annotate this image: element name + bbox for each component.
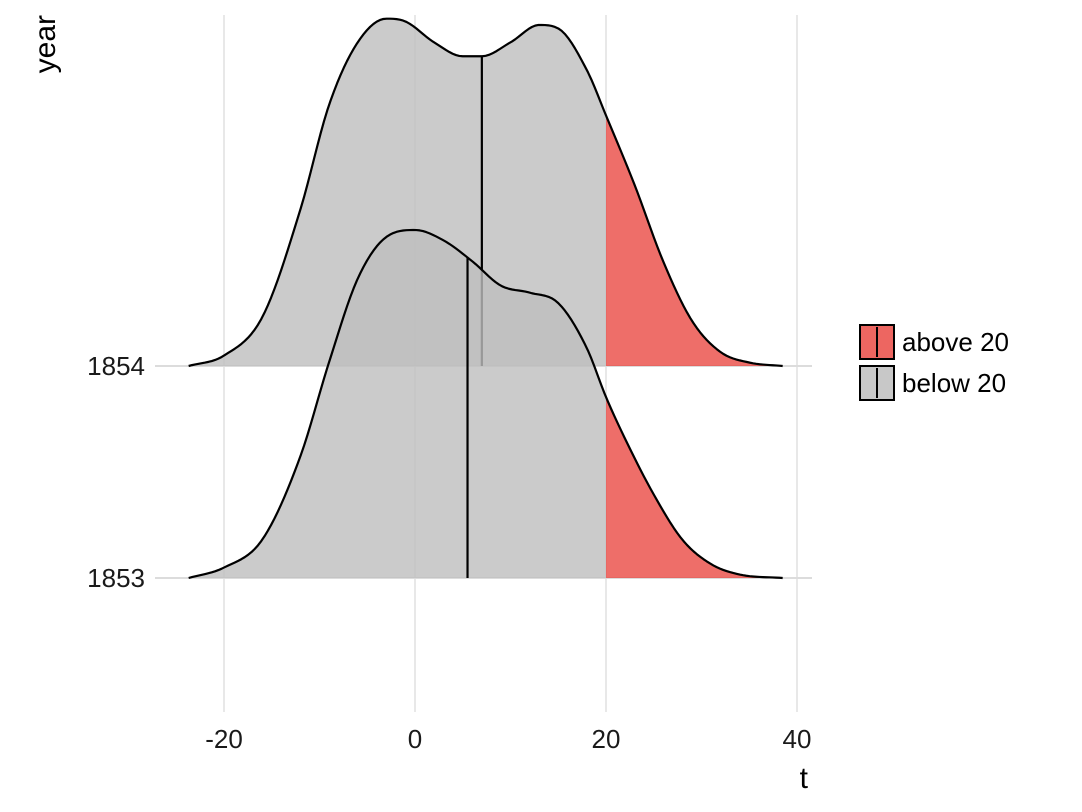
legend: above 20 below 20 — [859, 324, 1009, 401]
y-tick-label-1853: 1853 — [87, 563, 145, 593]
ridge-1853 — [188, 228, 783, 580]
y-axis-title: year — [29, 15, 62, 73]
y-tick-labels: 1853 1854 — [87, 351, 145, 593]
x-tick-label-1: 0 — [408, 724, 422, 754]
ridge-1853-above-20-area — [606, 397, 783, 578]
ridge-1853-outline — [188, 228, 783, 580]
ridge-1853-below-20-area — [188, 230, 606, 578]
y-tick-label-1854: 1854 — [87, 351, 145, 381]
legend-label-above-20: above 20 — [902, 327, 1009, 357]
x-tick-label-3: 40 — [783, 724, 812, 754]
ridge-1854 — [188, 17, 783, 368]
legend-item-above-20: above 20 — [859, 324, 1009, 360]
x-tick-label-0: -20 — [205, 724, 243, 754]
ridge-1854-below-20-area — [188, 18, 606, 366]
ridges — [188, 17, 783, 580]
legend-label-below-20: below 20 — [902, 368, 1006, 398]
ridge-1854-outline — [188, 17, 783, 368]
legend-item-below-20: below 20 — [859, 365, 1006, 401]
x-axis-title: t — [800, 762, 809, 795]
ridge-1854-above-20-area — [606, 115, 783, 366]
x-tick-labels: -20 0 20 40 — [205, 724, 811, 754]
x-tick-label-2: 20 — [592, 724, 621, 754]
